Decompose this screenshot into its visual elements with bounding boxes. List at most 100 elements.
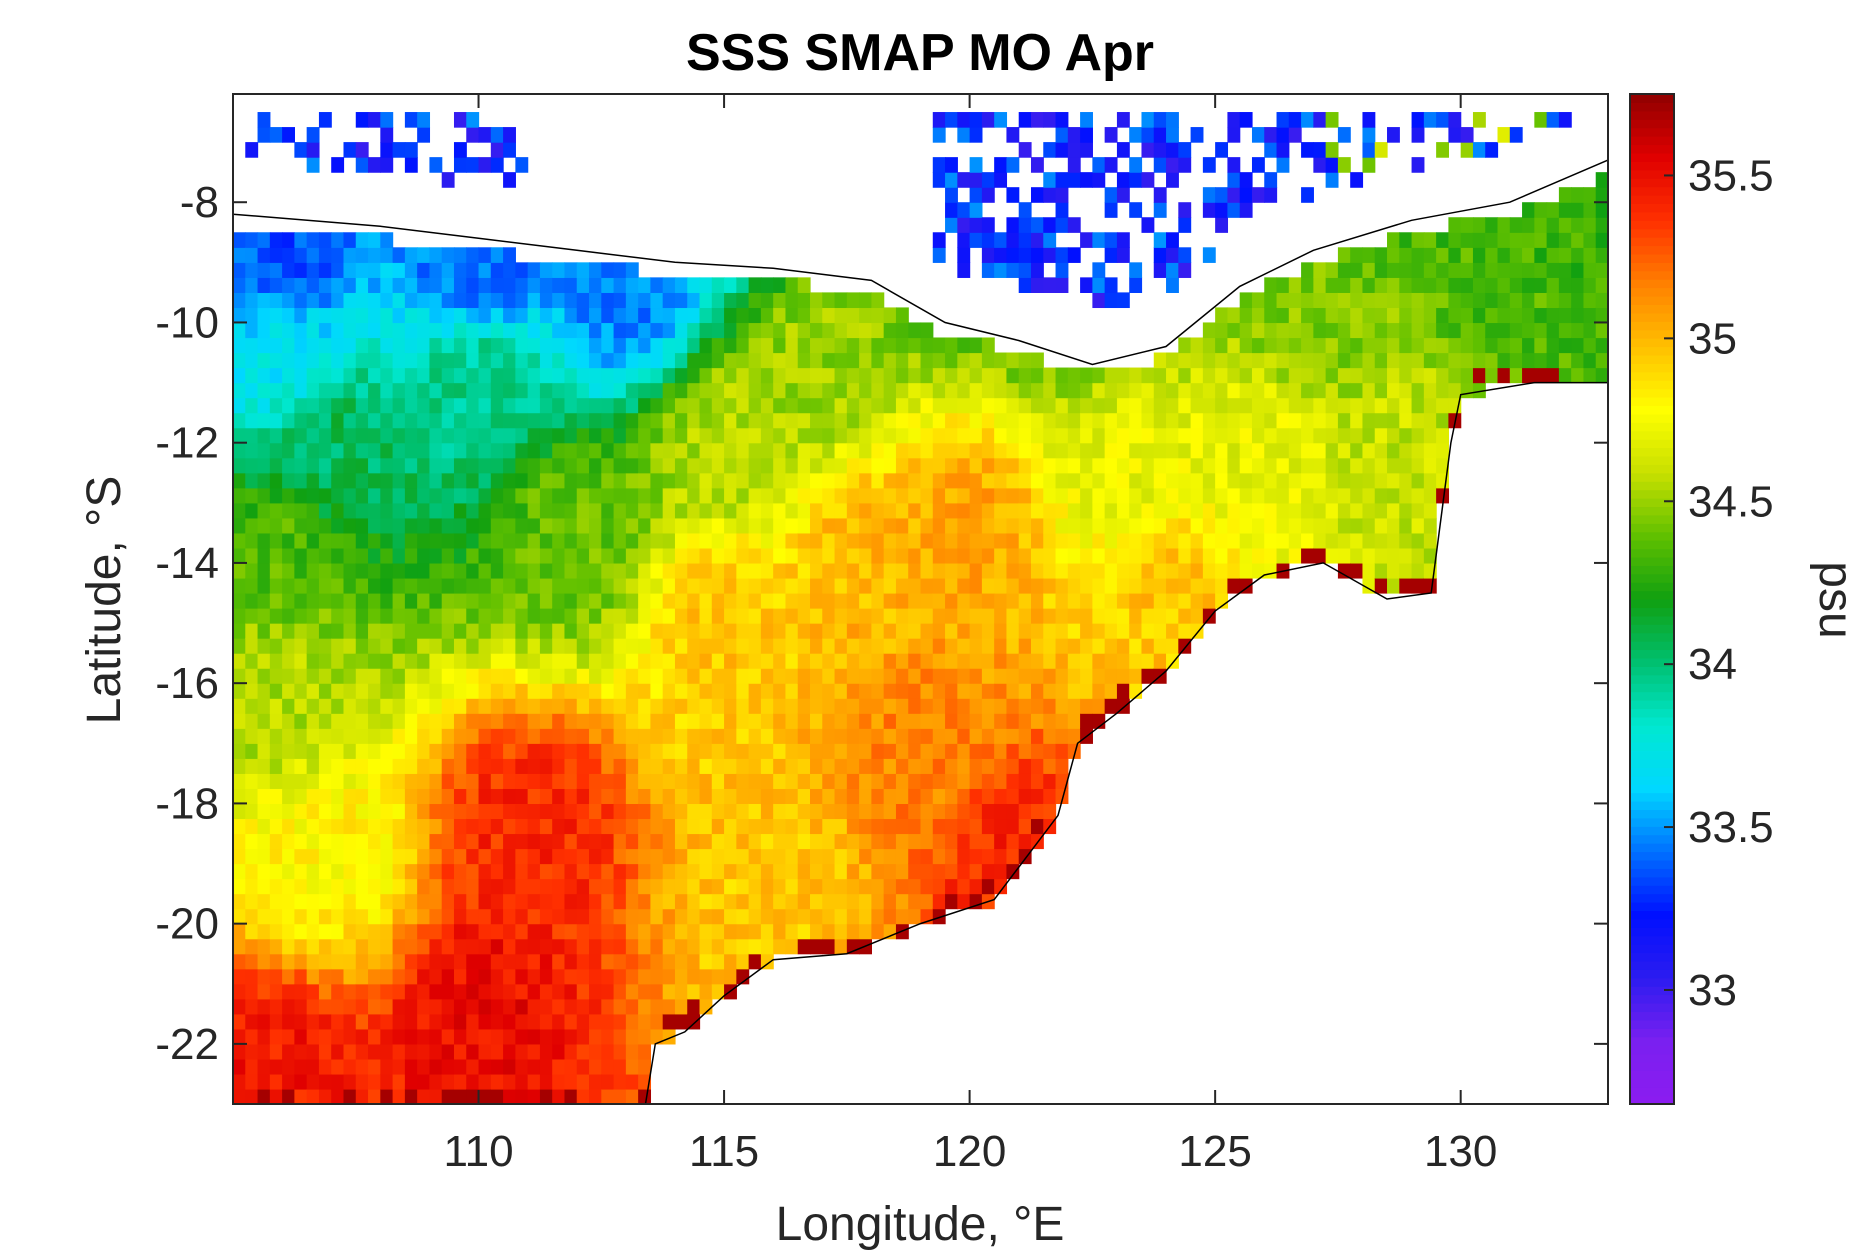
heatmap-cell: [785, 803, 799, 820]
heatmap-cell: [552, 668, 566, 684]
heatmap-cell: [1546, 277, 1560, 293]
heatmap-cell: [294, 818, 308, 835]
colorbar-segment: [1630, 733, 1674, 743]
heatmap-cell: [871, 758, 885, 774]
heatmap-cell: [822, 457, 836, 474]
heatmap-cell: [1595, 322, 1609, 339]
heatmap-cell: [564, 773, 578, 789]
heatmap-cell: [269, 532, 283, 549]
heatmap-cell: [1141, 367, 1155, 384]
heatmap-cell: [503, 818, 516, 835]
heatmap-cell: [368, 818, 381, 835]
heatmap-cell: [294, 638, 308, 654]
heatmap-cell: [515, 547, 529, 564]
heatmap-cell: [589, 713, 602, 729]
heatmap-cell: [773, 848, 787, 865]
heatmap-cell: [1374, 442, 1388, 459]
heatmap-cell: [699, 668, 713, 684]
heatmap-cell: [1534, 247, 1548, 263]
heatmap-cell: [576, 1088, 590, 1105]
heatmap-cell: [233, 638, 246, 654]
heatmap-cell: [490, 938, 504, 955]
heatmap-cell: [466, 773, 480, 789]
heatmap-cell: [1251, 427, 1265, 444]
heatmap-cell: [1030, 382, 1044, 399]
heatmap-cell: [1472, 112, 1486, 128]
heatmap-cell: [331, 232, 345, 248]
heatmap-cell: [1030, 397, 1044, 414]
heatmap-cell: [515, 1058, 529, 1075]
heatmap-cell: [699, 517, 713, 534]
heatmap-cell: [1116, 247, 1130, 263]
heatmap-cell: [1423, 337, 1437, 354]
heatmap-cell: [1350, 172, 1364, 188]
heatmap-cell: [564, 352, 578, 369]
heatmap-cell: [1460, 337, 1474, 354]
heatmap-cell: [1116, 367, 1130, 384]
heatmap-cell: [1264, 352, 1278, 369]
heatmap-cell: [306, 577, 320, 594]
heatmap-cell: [343, 698, 357, 714]
heatmap-cell: [625, 998, 639, 1015]
heatmap-cell: [994, 833, 1008, 850]
heatmap-cell: [908, 728, 922, 744]
heatmap-cell: [638, 698, 652, 714]
heatmap-cell: [736, 412, 750, 429]
heatmap-cell: [257, 562, 271, 579]
heatmap-cell: [233, 893, 246, 910]
heatmap-cell: [294, 382, 308, 399]
heatmap-cell: [1030, 818, 1044, 835]
heatmap-cell: [539, 262, 553, 278]
colorbar-tick-label: 33: [1688, 966, 1737, 1015]
heatmap-cell: [945, 608, 958, 624]
heatmap-cell: [1387, 547, 1400, 564]
heatmap-cell: [1043, 713, 1057, 729]
heatmap-cell: [932, 803, 946, 820]
heatmap-cell: [503, 968, 516, 985]
heatmap-cell: [859, 397, 872, 414]
heatmap-cell: [417, 1088, 431, 1105]
heatmap-cell: [380, 938, 394, 955]
heatmap-cell: [846, 833, 860, 850]
heatmap-cell: [613, 923, 627, 940]
heatmap-cell: [1227, 547, 1241, 564]
heatmap-cell: [589, 848, 602, 865]
heatmap-cell: [429, 713, 443, 729]
heatmap-cell: [1534, 202, 1548, 218]
heatmap-cell: [662, 292, 676, 309]
heatmap-cell: [724, 908, 737, 925]
heatmap-cell: [981, 547, 995, 564]
heatmap-cell: [576, 908, 590, 925]
heatmap-cell: [650, 818, 664, 835]
heatmap-cell: [1055, 668, 1069, 684]
heatmap-cell: [1350, 292, 1364, 309]
heatmap-cell: [994, 487, 1008, 504]
heatmap-cell: [1080, 623, 1093, 639]
heatmap-cell: [736, 683, 750, 699]
heatmap-cell: [834, 292, 848, 309]
heatmap-cell: [674, 457, 688, 474]
heatmap-cell: [895, 743, 909, 759]
heatmap-cell: [1030, 698, 1044, 714]
heatmap-cell: [957, 592, 971, 609]
heatmap-cell: [355, 668, 369, 684]
heatmap-cell: [1374, 487, 1388, 504]
heatmap-cell: [601, 382, 615, 399]
heatmap-cell: [994, 788, 1008, 805]
heatmap-cell: [981, 487, 995, 504]
heatmap-cell: [453, 803, 467, 820]
heatmap-cell: [1472, 322, 1486, 339]
heatmap-cell: [245, 803, 259, 820]
heatmap-cell: [846, 457, 860, 474]
heatmap-cell: [306, 743, 320, 759]
heatmap-cell: [895, 788, 909, 805]
heatmap-cell: [920, 878, 934, 895]
heatmap-cell: [613, 592, 627, 609]
heatmap-cell: [527, 743, 541, 759]
heatmap-cell: [441, 833, 455, 850]
heatmap-cell: [871, 517, 885, 534]
heatmap-cell: [625, 743, 639, 759]
heatmap-cell: [318, 517, 332, 534]
heatmap-cell: [282, 968, 295, 985]
heatmap-cell: [650, 292, 664, 309]
